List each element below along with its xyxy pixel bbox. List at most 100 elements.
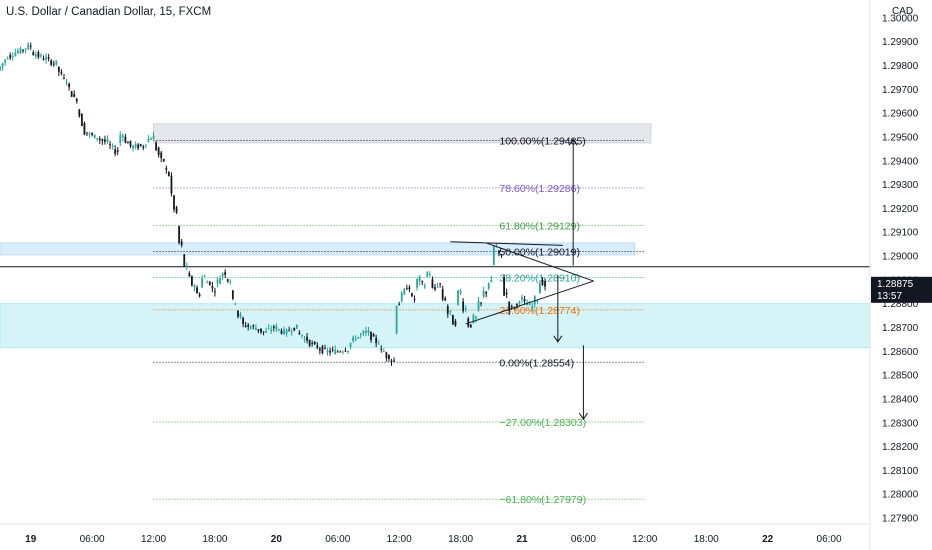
candle-body xyxy=(150,138,152,140)
candle-body xyxy=(254,327,257,330)
candle-body xyxy=(173,195,175,210)
candle-body xyxy=(536,300,539,302)
candle-body xyxy=(34,54,37,57)
candle-body xyxy=(398,304,401,306)
price-tick-label: 1.27900 xyxy=(882,514,919,525)
candle-body xyxy=(101,139,104,141)
candle-body xyxy=(224,272,227,275)
candle-body xyxy=(37,52,40,58)
candle-body xyxy=(55,60,58,65)
candle-body xyxy=(372,334,375,337)
candle-body xyxy=(198,294,201,297)
candle-body xyxy=(137,144,140,149)
candle-body xyxy=(170,175,173,194)
price-tick-label: 1.28600 xyxy=(882,347,919,358)
countdown-label: 13:57 xyxy=(877,291,902,302)
candle-body xyxy=(439,283,442,285)
price-tick-label: 1.29800 xyxy=(882,61,919,72)
candle-body xyxy=(201,277,204,288)
candle-body xyxy=(464,308,467,310)
candle-body xyxy=(83,123,86,135)
fib-level-label: 100.00%(1.29485) xyxy=(499,136,585,148)
fib-level-label: 50.00%(1.29019) xyxy=(499,247,580,259)
price-tick-label: 1.29500 xyxy=(882,132,919,143)
candle-body xyxy=(475,316,477,319)
candle-body xyxy=(295,324,298,329)
candle-body xyxy=(45,56,47,60)
candle-body xyxy=(29,45,32,48)
candle-body xyxy=(469,324,472,328)
candle-body xyxy=(403,288,406,295)
candle-body xyxy=(270,329,273,332)
candle-body xyxy=(359,333,362,336)
candle-body xyxy=(111,145,114,147)
candle-body xyxy=(106,138,109,142)
candle-body xyxy=(155,142,157,151)
candle-body xyxy=(411,293,413,297)
candle-body xyxy=(459,291,462,294)
candle-body xyxy=(492,246,495,265)
time-tick-label: 06:00 xyxy=(817,534,842,545)
candle-body xyxy=(124,136,127,143)
currency-label: CAD xyxy=(892,6,913,17)
current-price-label: 1.28875 xyxy=(877,279,914,290)
candle-body xyxy=(321,346,324,354)
candle-body xyxy=(267,328,270,330)
candle-body xyxy=(19,48,22,54)
price-tick-label: 1.28300 xyxy=(882,418,919,429)
candle-body xyxy=(221,273,224,277)
candle-body xyxy=(375,337,378,344)
candle-body xyxy=(395,305,398,334)
fib-level-label: 23.60%(1.28774) xyxy=(499,305,580,317)
time-tick-label: 18:00 xyxy=(694,534,719,545)
candle-body xyxy=(339,351,342,353)
time-axis[interactable]: 19 06:00 12:00 18:00 20 06:00 12:00 18:00 21 06:0… xyxy=(25,534,842,545)
candle-body xyxy=(0,66,1,71)
fib-level-label: 78.60%(1.29286) xyxy=(499,183,580,195)
candle-body xyxy=(418,277,421,282)
candle-body xyxy=(109,144,111,146)
candle-body xyxy=(341,351,344,353)
candle-body xyxy=(40,55,42,57)
candle-body xyxy=(515,303,518,306)
support-zone xyxy=(0,303,871,349)
candle-body xyxy=(311,342,314,344)
candle-body xyxy=(426,272,429,277)
candle-body xyxy=(482,290,485,297)
candle-body xyxy=(88,133,91,135)
candle-body xyxy=(127,142,129,144)
candle-body xyxy=(434,287,436,290)
candle-body xyxy=(303,339,306,341)
price-axis[interactable]: 1.30000 1.29900 1.29800 1.29700 1.29600 1.295… xyxy=(882,13,919,524)
candle-body xyxy=(68,83,70,88)
time-tick-label: 21 xyxy=(516,534,528,545)
candle-body xyxy=(229,281,232,283)
candle-body xyxy=(175,207,178,213)
candle-body xyxy=(523,299,526,302)
candle-body xyxy=(541,279,544,285)
candle-body xyxy=(185,265,188,267)
candle-body xyxy=(480,302,482,304)
candle-body xyxy=(388,355,390,360)
candle-body xyxy=(60,71,63,74)
price-tick-label: 1.29900 xyxy=(882,37,919,48)
chart-title: U.S. Dollar / Canadian Dollar, 15, FXCM xyxy=(6,6,212,18)
candle-body xyxy=(316,345,319,348)
candle-body xyxy=(162,158,165,162)
candle-body xyxy=(354,339,357,341)
candle-body xyxy=(329,350,331,353)
candle-body xyxy=(539,283,541,294)
candle-body xyxy=(377,343,380,345)
candle-body xyxy=(93,134,96,139)
candle-body xyxy=(96,138,99,140)
candle-body xyxy=(352,337,355,341)
time-tick-label: 18:00 xyxy=(448,534,473,545)
time-tick-label: 12:00 xyxy=(141,534,166,545)
candle-body xyxy=(357,337,360,339)
candle-body xyxy=(178,226,181,243)
fib-level-label: 61.80%(1.29129) xyxy=(499,220,580,232)
candle-body xyxy=(449,310,452,312)
candle-body xyxy=(382,351,385,353)
candle-body xyxy=(344,350,347,352)
